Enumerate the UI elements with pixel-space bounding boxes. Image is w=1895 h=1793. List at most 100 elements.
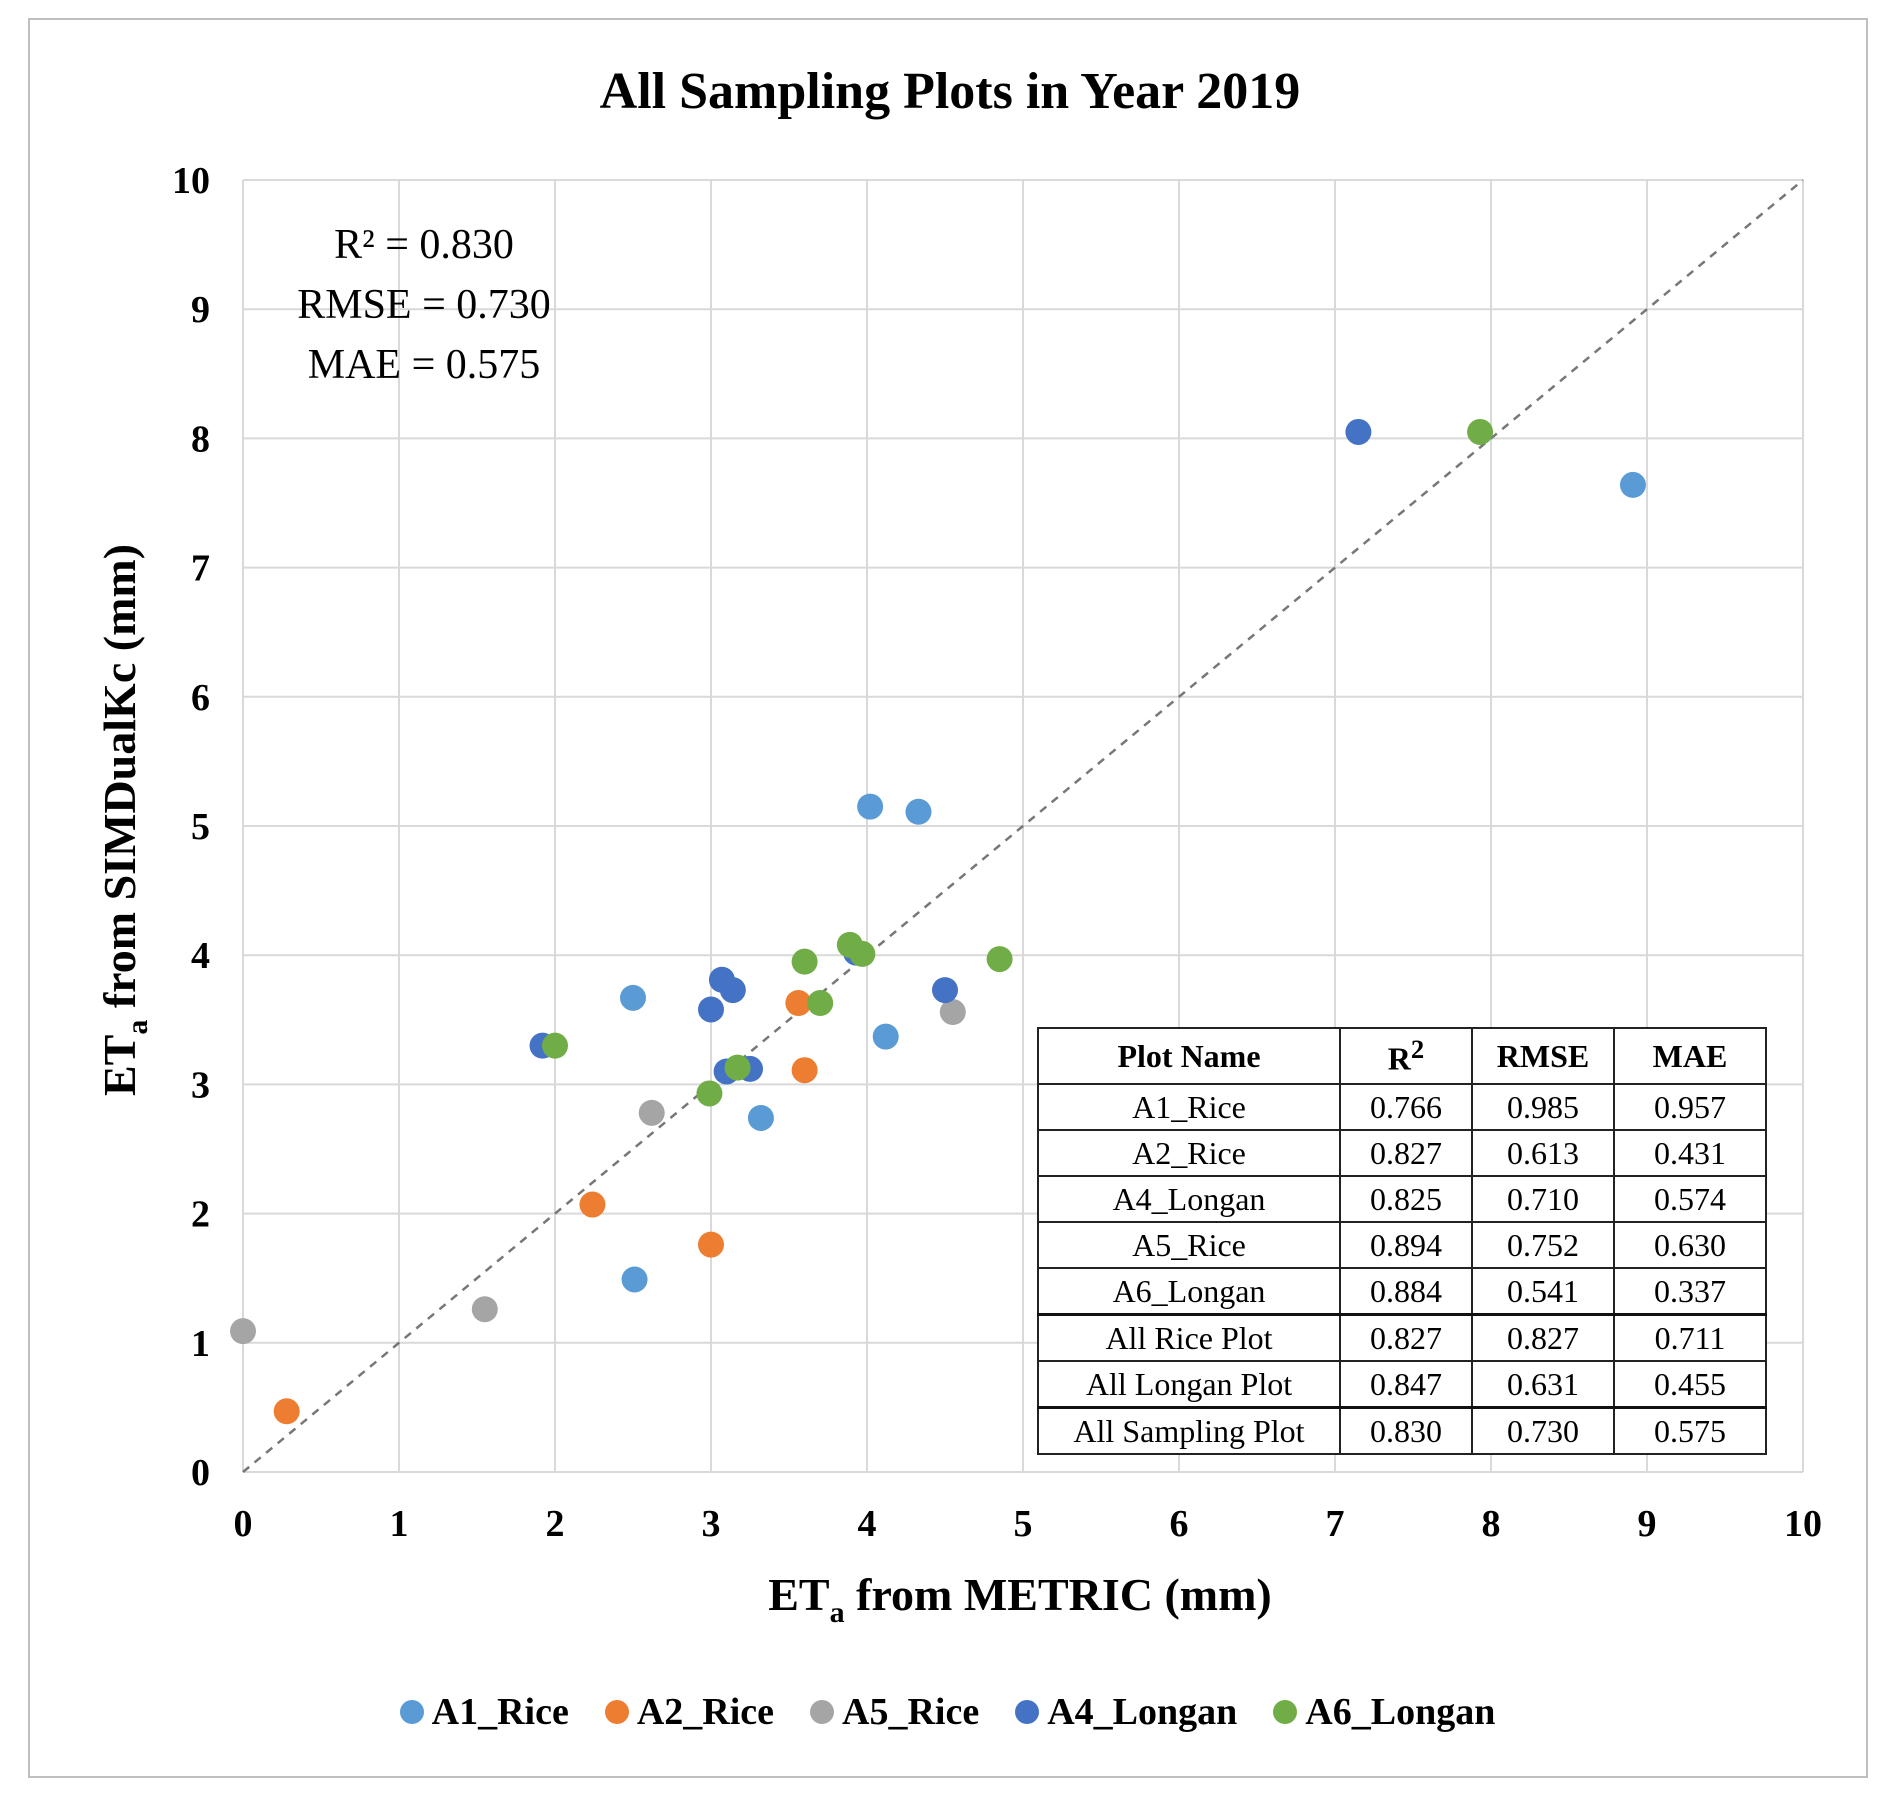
x-tick-label: 7 [1326,1503,1345,1545]
table-row: A4_Longan 0.825 0.710 0.574 [1037,1175,1767,1223]
col-header-rmse: RMSE [1471,1027,1615,1085]
data-point-a4-longan [698,996,724,1023]
legend-item-a5-rice: A5_Rice [810,1690,979,1734]
data-point-a5-rice [471,1296,498,1323]
cell-plot-name: A5_Rice [1037,1221,1341,1269]
y-tick-label: 10 [172,160,210,202]
x-tick-label: 0 [234,1503,253,1545]
table-row: A2_Rice 0.827 0.613 0.431 [1037,1129,1767,1177]
cell-rmse: 0.613 [1471,1129,1615,1177]
x-axis-label-sub: a [830,1596,845,1629]
data-point-a1-rice [857,793,884,820]
data-point-a1-rice [621,1266,648,1293]
one-to-one-line [242,179,1804,1473]
table-row: A6_Longan 0.884 0.541 0.337 [1037,1267,1767,1316]
legend-label: A5_Rice [842,1691,980,1733]
data-point-a6-longan [986,946,1013,973]
cell-rmse: 0.827 [1471,1313,1615,1362]
cell-plot-name: All Longan Plot [1037,1360,1341,1409]
legend-label: A1_Rice [431,1691,569,1733]
x-tick-label: 6 [1170,1503,1189,1545]
x-tick-label: 4 [858,1503,877,1545]
y-axis-label-main: ET [94,1035,145,1096]
table-row: A1_Rice 0.766 0.985 0.957 [1037,1083,1767,1131]
cell-r2: 0.884 [1339,1267,1473,1316]
stat-mae: MAE = 0.575 [308,342,541,388]
cell-plot-name: A2_Rice [1037,1129,1341,1177]
data-point-a2-rice [791,1057,818,1084]
col-header-r2: R2 [1339,1027,1473,1085]
col-header-plot-name: Plot Name [1037,1027,1341,1085]
cell-rmse: 0.710 [1471,1175,1615,1223]
table-header-row: Plot Name R2 RMSE MAE [1037,1027,1767,1085]
data-point-a6-longan [849,940,876,967]
cell-mae: 0.957 [1613,1083,1767,1131]
data-point-a2-rice [579,1191,606,1218]
y-tick-label: 7 [191,548,210,590]
table-row: A5_Rice 0.894 0.752 0.630 [1037,1221,1767,1269]
y-axis-label: ETa from SIMDualKc (mm) [94,544,154,1096]
legend-marker [399,1700,424,1724]
legend: A1_Rice A2_Rice A5_Rice A4_Longan A6_Longan [0,1690,1895,1734]
data-point-a6-longan [542,1032,568,1059]
legend-item-a6-longan: A6_Longan [1273,1690,1495,1734]
cell-mae: 0.575 [1613,1406,1767,1455]
data-point-a2-rice [273,1398,300,1425]
data-point-a6-longan [1467,418,1494,445]
cell-r2: 0.847 [1339,1360,1473,1409]
cell-plot-name: All Sampling Plot [1037,1406,1341,1455]
legend-marker [810,1700,835,1724]
y-tick-label: 3 [191,1064,210,1106]
x-tick-label: 9 [1638,1503,1657,1545]
cell-r2: 0.825 [1339,1175,1473,1223]
data-point-a2-rice [785,990,812,1017]
cell-plot-name: A4_Longan [1037,1175,1341,1223]
cell-mae: 0.574 [1613,1175,1767,1223]
cell-rmse: 0.985 [1471,1083,1615,1131]
x-axis-label-rest: from METRIC (mm) [845,1569,1272,1620]
cell-mae: 0.630 [1613,1221,1767,1269]
cell-plot-name: A6_Longan [1037,1267,1341,1316]
legend-label: A2_Rice [636,1691,775,1733]
legend-item-a1-rice: A1_Rice [399,1690,569,1734]
cell-mae: 0.455 [1613,1360,1767,1409]
cell-mae: 0.431 [1613,1129,1767,1177]
stat-r2: R² = 0.830 [334,222,514,268]
data-point-a4-longan [719,977,746,1004]
legend-label: A4_Longan [1047,1691,1238,1733]
y-tick-label: 0 [191,1452,210,1494]
cell-plot-name: A1_Rice [1037,1083,1341,1131]
col-header-r2-label: R [1387,1040,1411,1077]
data-point-a4-longan [1345,418,1372,445]
table-row: All Longan Plot 0.847 0.631 0.455 [1037,1360,1767,1409]
cell-r2: 0.827 [1339,1129,1473,1177]
x-tick-label: 8 [1482,1503,1501,1545]
col-header-r2-sup: 2 [1410,1034,1425,1065]
cell-rmse: 0.541 [1471,1267,1615,1316]
y-tick-label: 1 [191,1323,210,1365]
y-tick-label: 5 [191,806,210,848]
legend-item-a2-rice: A2_Rice [604,1690,775,1734]
data-point-a2-rice [698,1231,724,1258]
col-header-mae: MAE [1613,1027,1767,1085]
y-axis-label-sub: a [121,1020,154,1035]
data-point-a4-longan [932,977,958,1004]
data-point-a1-rice [620,984,646,1011]
legend-item-a4-longan: A4_Longan [1015,1690,1237,1734]
data-point-a6-longan [696,1080,723,1107]
cell-plot-name: All Rice Plot [1037,1313,1341,1362]
cell-rmse: 0.752 [1471,1221,1615,1269]
data-point-a5-rice [638,1099,665,1126]
y-tick-label: 2 [191,1194,210,1236]
data-point-a5-rice [230,1318,256,1345]
y-axis-label-rest: from SIMDualKc (mm) [94,544,145,1020]
x-tick-label: 3 [702,1503,721,1545]
data-point-a5-rice [939,999,966,1026]
figure-frame [28,18,1868,1778]
stats-table: Plot Name R2 RMSE MAE A1_Rice 0.766 0.985 0… [1037,1027,1767,1455]
x-tick-label: 2 [546,1503,565,1545]
data-point-a6-longan [791,948,818,975]
cell-rmse: 0.631 [1471,1360,1615,1409]
data-points [230,418,1646,1425]
